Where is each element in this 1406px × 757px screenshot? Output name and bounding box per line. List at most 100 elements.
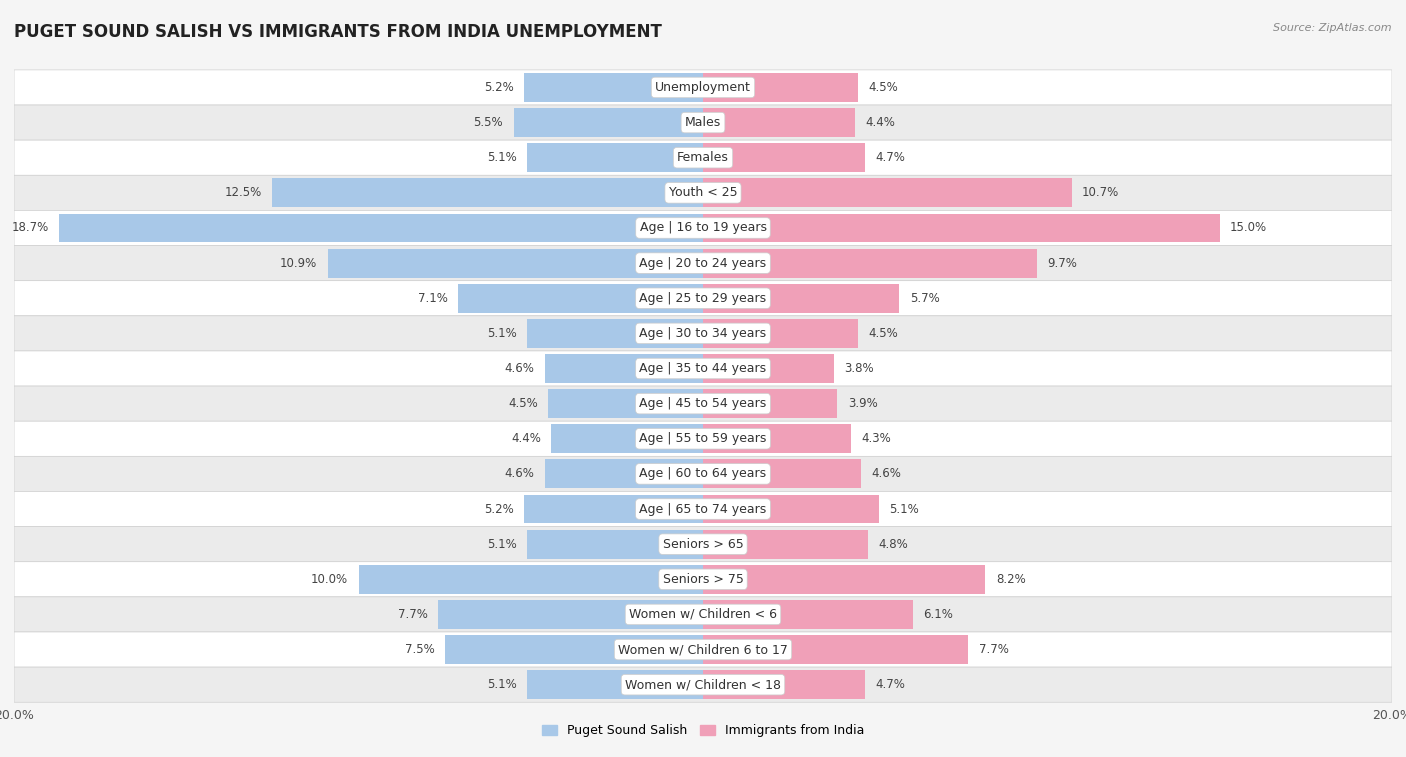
Text: 6.1%: 6.1% [924,608,953,621]
FancyBboxPatch shape [14,281,1392,316]
FancyBboxPatch shape [14,667,1392,702]
Bar [703,108,855,137]
Bar [703,494,879,523]
Text: 3.8%: 3.8% [844,362,875,375]
Bar [359,565,703,593]
Text: Males: Males [685,116,721,129]
Text: 4.5%: 4.5% [869,327,898,340]
Text: 4.6%: 4.6% [505,467,534,481]
Bar [703,249,1038,278]
Bar [551,425,703,453]
Text: 4.4%: 4.4% [512,432,541,445]
Bar [544,459,703,488]
Bar [444,635,703,664]
Text: 4.5%: 4.5% [508,397,537,410]
Bar [703,459,862,488]
Text: 5.5%: 5.5% [474,116,503,129]
Text: 7.1%: 7.1% [418,291,449,305]
Text: 4.8%: 4.8% [879,537,908,550]
Text: 5.1%: 5.1% [889,503,918,516]
Bar [527,530,703,559]
FancyBboxPatch shape [14,491,1392,527]
Text: Age | 65 to 74 years: Age | 65 to 74 years [640,503,766,516]
FancyBboxPatch shape [14,386,1392,421]
Text: 9.7%: 9.7% [1047,257,1077,269]
Text: 5.7%: 5.7% [910,291,939,305]
Text: Women w/ Children < 18: Women w/ Children < 18 [626,678,780,691]
FancyBboxPatch shape [14,527,1392,562]
Bar [524,494,703,523]
Text: 5.1%: 5.1% [488,151,517,164]
Text: 5.2%: 5.2% [484,81,513,94]
Text: 4.3%: 4.3% [862,432,891,445]
Bar [703,143,865,172]
Text: 18.7%: 18.7% [11,222,48,235]
Bar [513,108,703,137]
Legend: Puget Sound Salish, Immigrants from India: Puget Sound Salish, Immigrants from Indi… [537,719,869,743]
FancyBboxPatch shape [14,456,1392,491]
Bar [273,179,703,207]
Text: Source: ZipAtlas.com: Source: ZipAtlas.com [1274,23,1392,33]
FancyBboxPatch shape [14,245,1392,281]
Bar [548,389,703,418]
Text: 12.5%: 12.5% [225,186,262,199]
Text: Unemployment: Unemployment [655,81,751,94]
Text: Women w/ Children 6 to 17: Women w/ Children 6 to 17 [619,643,787,656]
Text: 4.7%: 4.7% [875,151,905,164]
Text: 7.5%: 7.5% [405,643,434,656]
FancyBboxPatch shape [14,140,1392,176]
Bar [703,635,969,664]
FancyBboxPatch shape [14,632,1392,667]
Text: Age | 55 to 59 years: Age | 55 to 59 years [640,432,766,445]
Text: 4.4%: 4.4% [865,116,894,129]
Text: 3.9%: 3.9% [848,397,877,410]
Text: Seniors > 75: Seniors > 75 [662,573,744,586]
Bar [703,319,858,347]
FancyBboxPatch shape [14,105,1392,140]
Text: Age | 16 to 19 years: Age | 16 to 19 years [640,222,766,235]
FancyBboxPatch shape [14,421,1392,456]
Text: 10.0%: 10.0% [311,573,349,586]
Bar [328,249,703,278]
Bar [524,73,703,102]
Text: 5.2%: 5.2% [484,503,513,516]
Bar [703,284,900,313]
Bar [458,284,703,313]
Bar [544,354,703,383]
Text: 10.7%: 10.7% [1083,186,1119,199]
Bar [703,670,865,699]
Text: 5.1%: 5.1% [488,327,517,340]
Text: 4.6%: 4.6% [505,362,534,375]
Text: Age | 30 to 34 years: Age | 30 to 34 years [640,327,766,340]
Text: 5.1%: 5.1% [488,537,517,550]
Text: 15.0%: 15.0% [1230,222,1267,235]
Text: 4.5%: 4.5% [869,81,898,94]
Bar [59,213,703,242]
Text: Age | 60 to 64 years: Age | 60 to 64 years [640,467,766,481]
Text: 4.7%: 4.7% [875,678,905,691]
Bar [527,319,703,347]
Text: Age | 35 to 44 years: Age | 35 to 44 years [640,362,766,375]
Bar [437,600,703,629]
Text: 4.6%: 4.6% [872,467,901,481]
Text: Seniors > 65: Seniors > 65 [662,537,744,550]
Bar [527,670,703,699]
Text: 7.7%: 7.7% [398,608,427,621]
Bar [527,143,703,172]
Text: Age | 20 to 24 years: Age | 20 to 24 years [640,257,766,269]
FancyBboxPatch shape [14,597,1392,632]
FancyBboxPatch shape [14,210,1392,245]
Bar [703,354,834,383]
FancyBboxPatch shape [14,562,1392,597]
Text: 10.9%: 10.9% [280,257,318,269]
Text: Females: Females [678,151,728,164]
Text: 7.7%: 7.7% [979,643,1008,656]
FancyBboxPatch shape [14,316,1392,351]
Text: Age | 25 to 29 years: Age | 25 to 29 years [640,291,766,305]
FancyBboxPatch shape [14,176,1392,210]
Bar [703,213,1219,242]
Bar [703,530,869,559]
Bar [703,179,1071,207]
Text: 8.2%: 8.2% [995,573,1025,586]
Text: PUGET SOUND SALISH VS IMMIGRANTS FROM INDIA UNEMPLOYMENT: PUGET SOUND SALISH VS IMMIGRANTS FROM IN… [14,23,662,41]
